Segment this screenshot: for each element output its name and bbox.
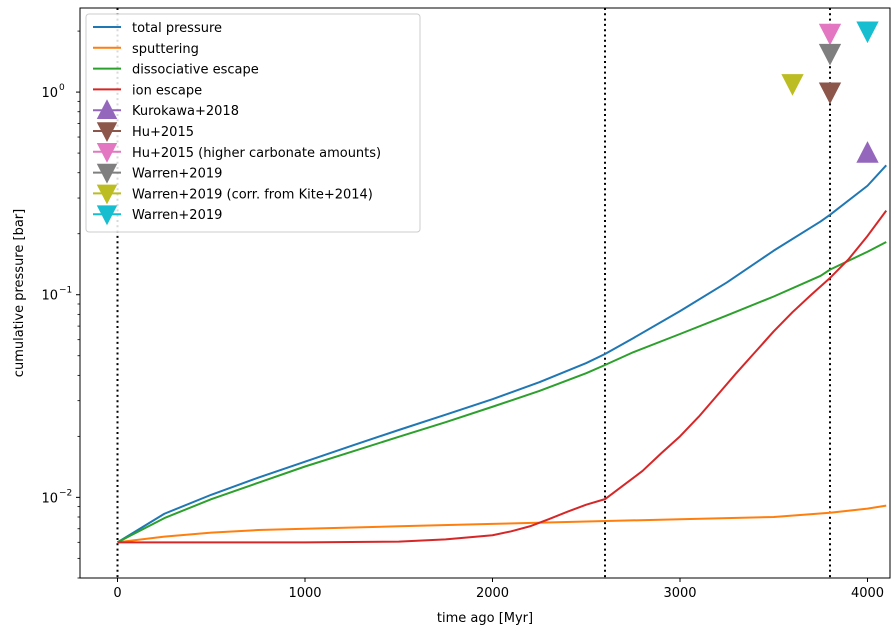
legend-label-1: sputtering [132,42,199,57]
series-line-1 [117,504,887,544]
plot-frame [79,7,891,579]
legend-swatch-marker-6 [96,143,118,163]
legend-label-0: total pressure [132,21,222,36]
legend-label-8: Warren+2019 (corr. from Kite+2014) [132,187,373,202]
marker-5 [856,21,879,44]
legend-swatch-marker-7 [96,163,118,184]
series-line-2 [117,241,887,544]
legend-swatch-marker-5 [96,122,118,142]
y-tick-exp-2: 0 [59,83,65,93]
x-tick-label-3: 3000 [663,586,696,601]
marker-4 [781,74,804,96]
legend-swatch-marker-9 [96,205,118,226]
legend-label-4: Kurokawa+2018 [132,104,239,119]
legend-label-9: Warren+2019 [132,208,222,223]
marker-0 [856,141,879,163]
marker-3 [818,43,842,66]
legend-swatch-marker-4 [96,99,118,119]
y-tick-exp-0: −2 [59,488,72,498]
x-tick-label-4: 4000 [851,586,884,601]
series-line-3 [117,210,888,544]
legend-box [85,13,421,233]
series-line-0 [116,164,887,544]
y-tick-label-0: 10 [41,491,58,506]
legend-label-5: Hu+2015 [132,125,194,140]
marker-2 [818,23,842,46]
legend-swatch-marker-8 [96,184,118,205]
x-axis-label: time ago [Myr] [437,611,533,626]
marker-1 [818,82,842,105]
y-tick-label-1: 10 [41,289,58,304]
legend-label-6: Hu+2015 (higher carbonate amounts) [132,146,381,161]
legend-label-7: Warren+2019 [132,167,222,182]
legend-label-3: ion escape [132,83,202,98]
y-tick-label-2: 10 [41,86,58,101]
x-tick-label-2: 2000 [476,586,509,601]
x-tick-label-0: 0 [113,586,121,601]
x-tick-label-1: 1000 [288,586,321,601]
legend-label-2: dissociative escape [132,63,259,78]
y-axis-label: cumulative pressure [bar] [12,209,27,377]
y-tick-exp-1: −1 [59,286,72,296]
